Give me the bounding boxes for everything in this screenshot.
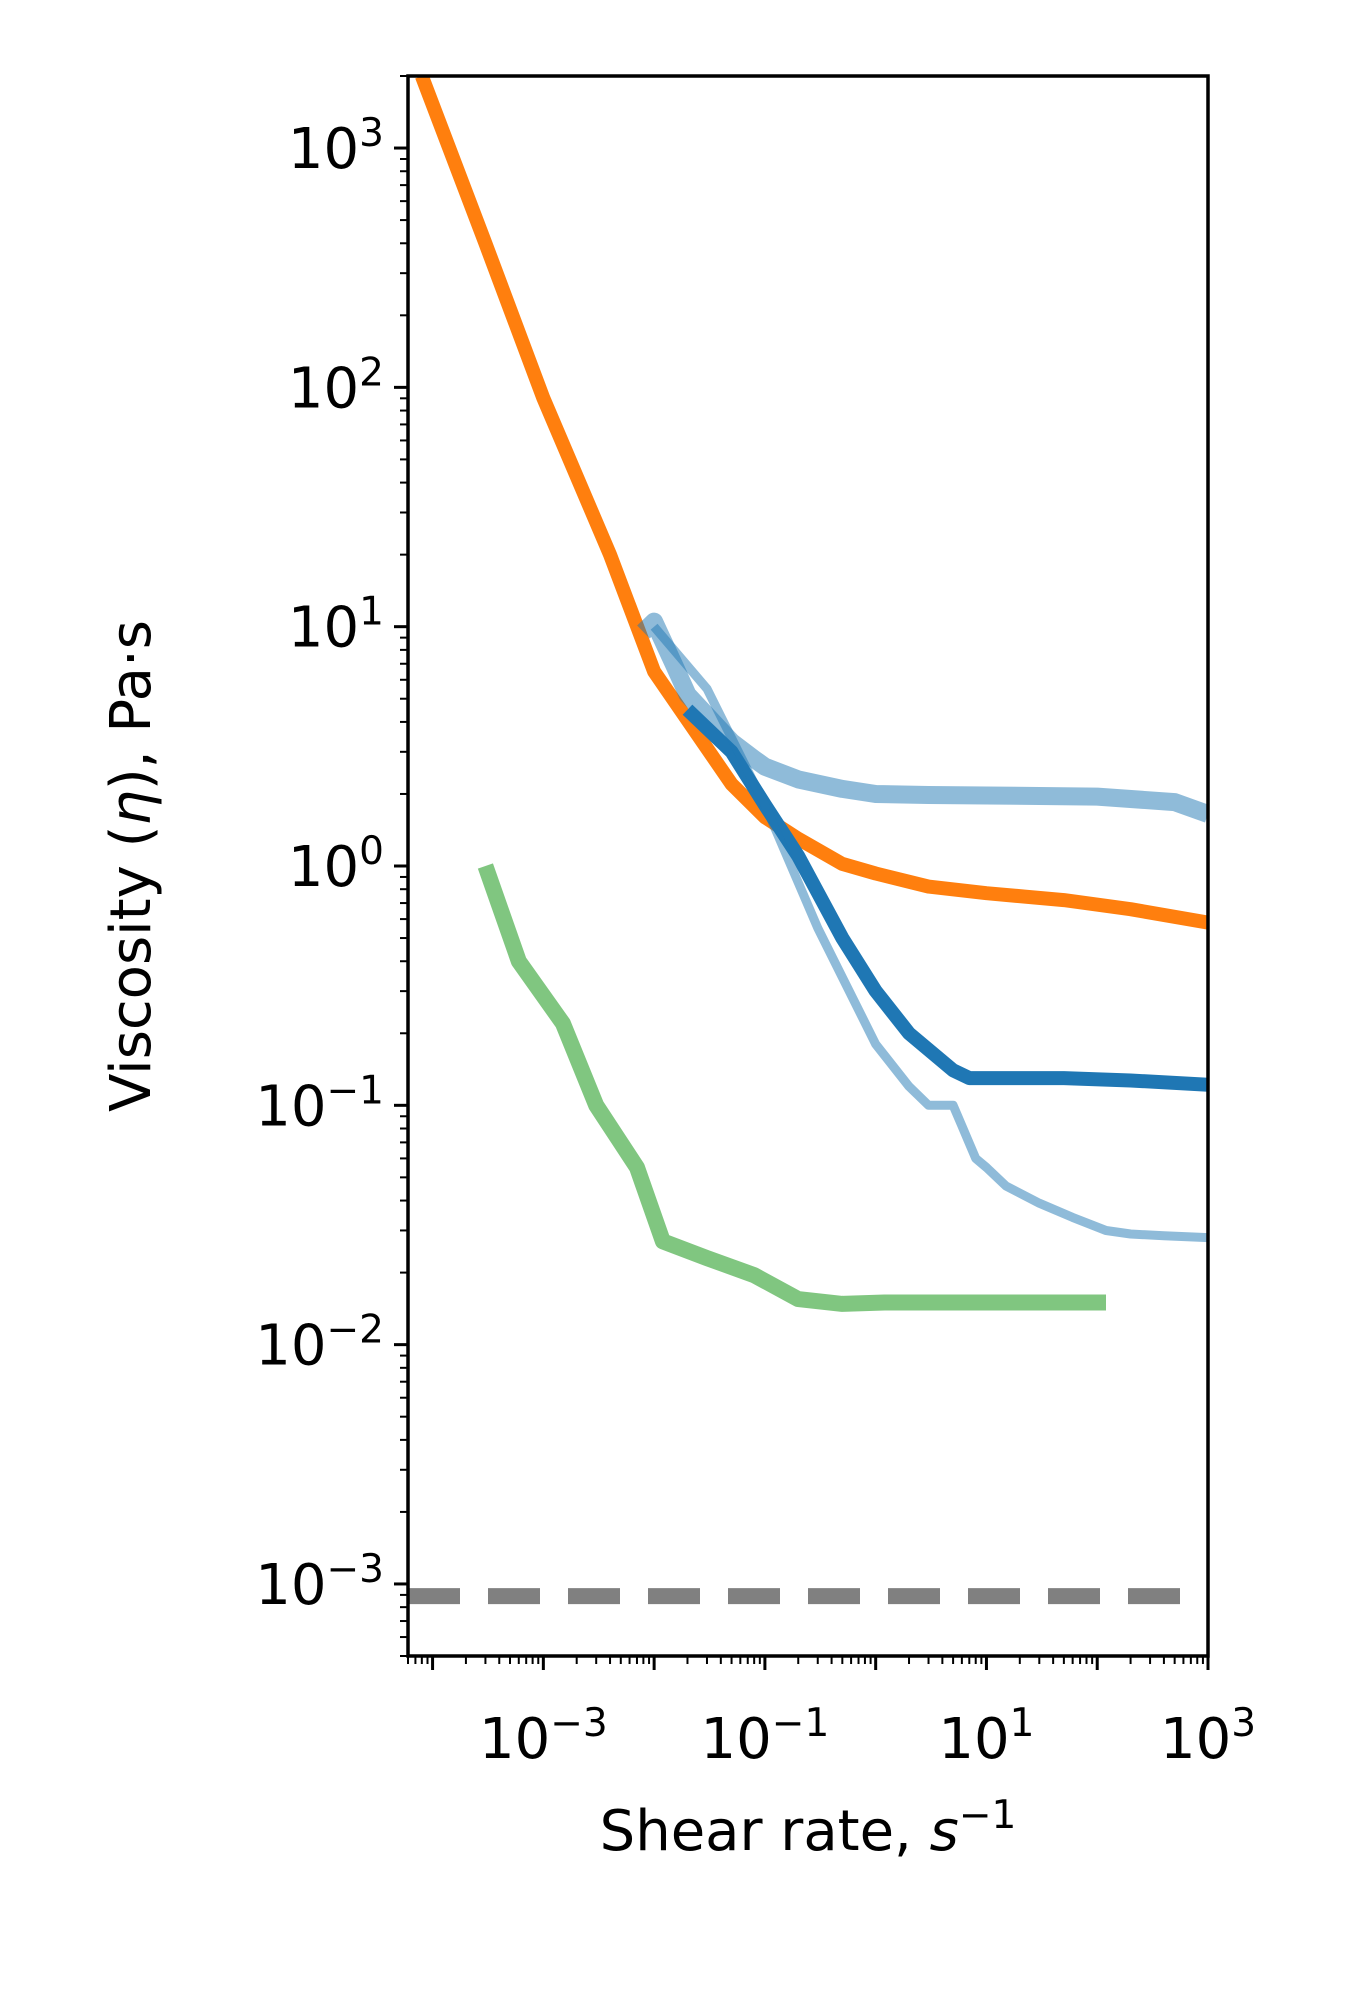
x-axis-label: Shear rate, s−1 <box>600 1793 1017 1864</box>
series-line-1 <box>637 612 1208 823</box>
y-tick-label: 100 <box>288 829 384 900</box>
y-tick-label: 102 <box>288 350 384 421</box>
y-tick-label: 10−1 <box>255 1068 384 1139</box>
x-tick-label: 10−1 <box>701 1701 830 1772</box>
series-line-3 <box>650 623 1208 1243</box>
x-tick-label: 10−3 <box>479 1701 608 1772</box>
y-tick-label: 10−2 <box>255 1308 384 1379</box>
tick-labels: 10−3 10−1 101 103 103 102 101 100 10−1 10−2 10−3 <box>255 111 1256 1772</box>
ticks-layer <box>394 75 1210 1670</box>
y-axis-label: Viscosity (η), Pa·s <box>99 620 164 1112</box>
y-tick-label: 103 <box>288 111 384 182</box>
series-layer <box>408 76 1208 1605</box>
x-tick-label: 103 <box>1160 1701 1256 1772</box>
y-tick-label: 101 <box>288 590 384 661</box>
y-tick-label: 10−3 <box>255 1547 384 1618</box>
series-line-4 <box>477 863 1106 1312</box>
x-tick-label: 101 <box>938 1701 1034 1772</box>
